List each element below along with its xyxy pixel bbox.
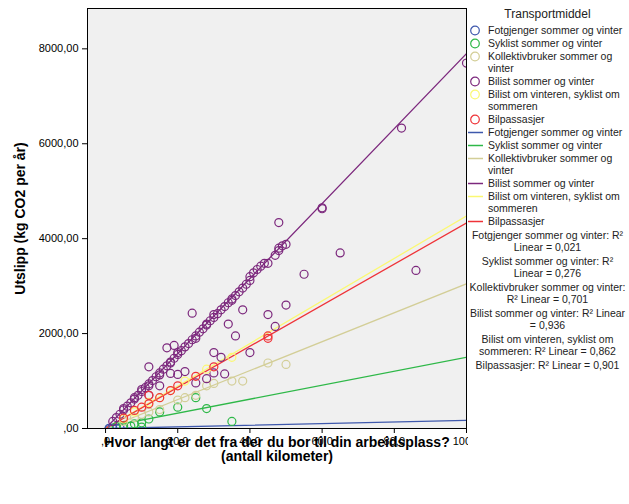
html-text:Bilist sommer og vinter: Bilist sommer og vinter [488,75,595,87]
html-text:Kollektivbruker sommer og vint: Kollektivbruker sommer og vinter [488,50,613,74]
html-text:Bilpassasjer: R² Linear = 0,90: Bilpassasjer: R² Linear = 0,901 [475,359,620,371]
html-text:Bilpassasjer: Bilpassasjer [488,215,545,227]
svg-text:8000,00: 8000,00 [39,42,79,54]
svg-text:Hvor langt er det fra der du b: Hvor langt er det fra der du bor til din… [104,434,449,464]
html-text:Bilist om vinteren, syklist om: Bilist om vinteren, syklist om sommeren [488,190,620,214]
html-text:Bilist sommer og vinter: Bilist sommer og vinter [488,177,595,189]
html-text:Syklist sommer og vinter: R² L: Syklist sommer og vinter: R² Linear = 0,… [481,255,614,279]
svg-text:100,0: 100,0 [453,435,468,447]
html-text:Syklist sommer og vinter: Syklist sommer og vinter [488,37,603,49]
html-text:Kollektivbruker sommer og vint: Kollektivbruker sommer og vinter [488,152,613,176]
html-text:Fotgjenger sommer og vinter: R: Fotgjenger sommer og vinter: R² Linear =… [471,229,624,253]
html-text:Transportmiddel: Transportmiddel [504,7,591,21]
html-text:Kollektivbruker sommer og vint: Kollektivbruker sommer og vinter: R² Lin… [469,281,626,305]
html-text:Bilist om vinteren, syklist om: Bilist om vinteren, syklist om sommeren [488,88,620,112]
svg-text:2000,00: 2000,00 [39,327,79,339]
html-text:Syklist sommer og vinter: Syklist sommer og vinter [488,139,603,151]
html-text:Fotgjenger sommer og vinter: Fotgjenger sommer og vinter [488,24,623,36]
html-text:Fotgjenger sommer og vinter: Fotgjenger sommer og vinter [488,126,623,138]
html-text:Bilpassasjer: Bilpassasjer [488,113,545,125]
html-text:Bilist sommer og vinter: R² Li: Bilist sommer og vinter: R² Linear = 0,9… [469,307,626,331]
svg-text:,00: ,00 [63,422,78,434]
svg-text:Utslipp (kg CO2 per år): Utslipp (kg CO2 per år) [12,142,28,294]
svg-text:6000,00: 6000,00 [39,137,79,149]
svg-text:4000,00: 4000,00 [39,232,79,244]
html-text:Bilist om vinteren, syklist om: Bilist om vinteren, syklist om sommeren:… [479,333,616,357]
